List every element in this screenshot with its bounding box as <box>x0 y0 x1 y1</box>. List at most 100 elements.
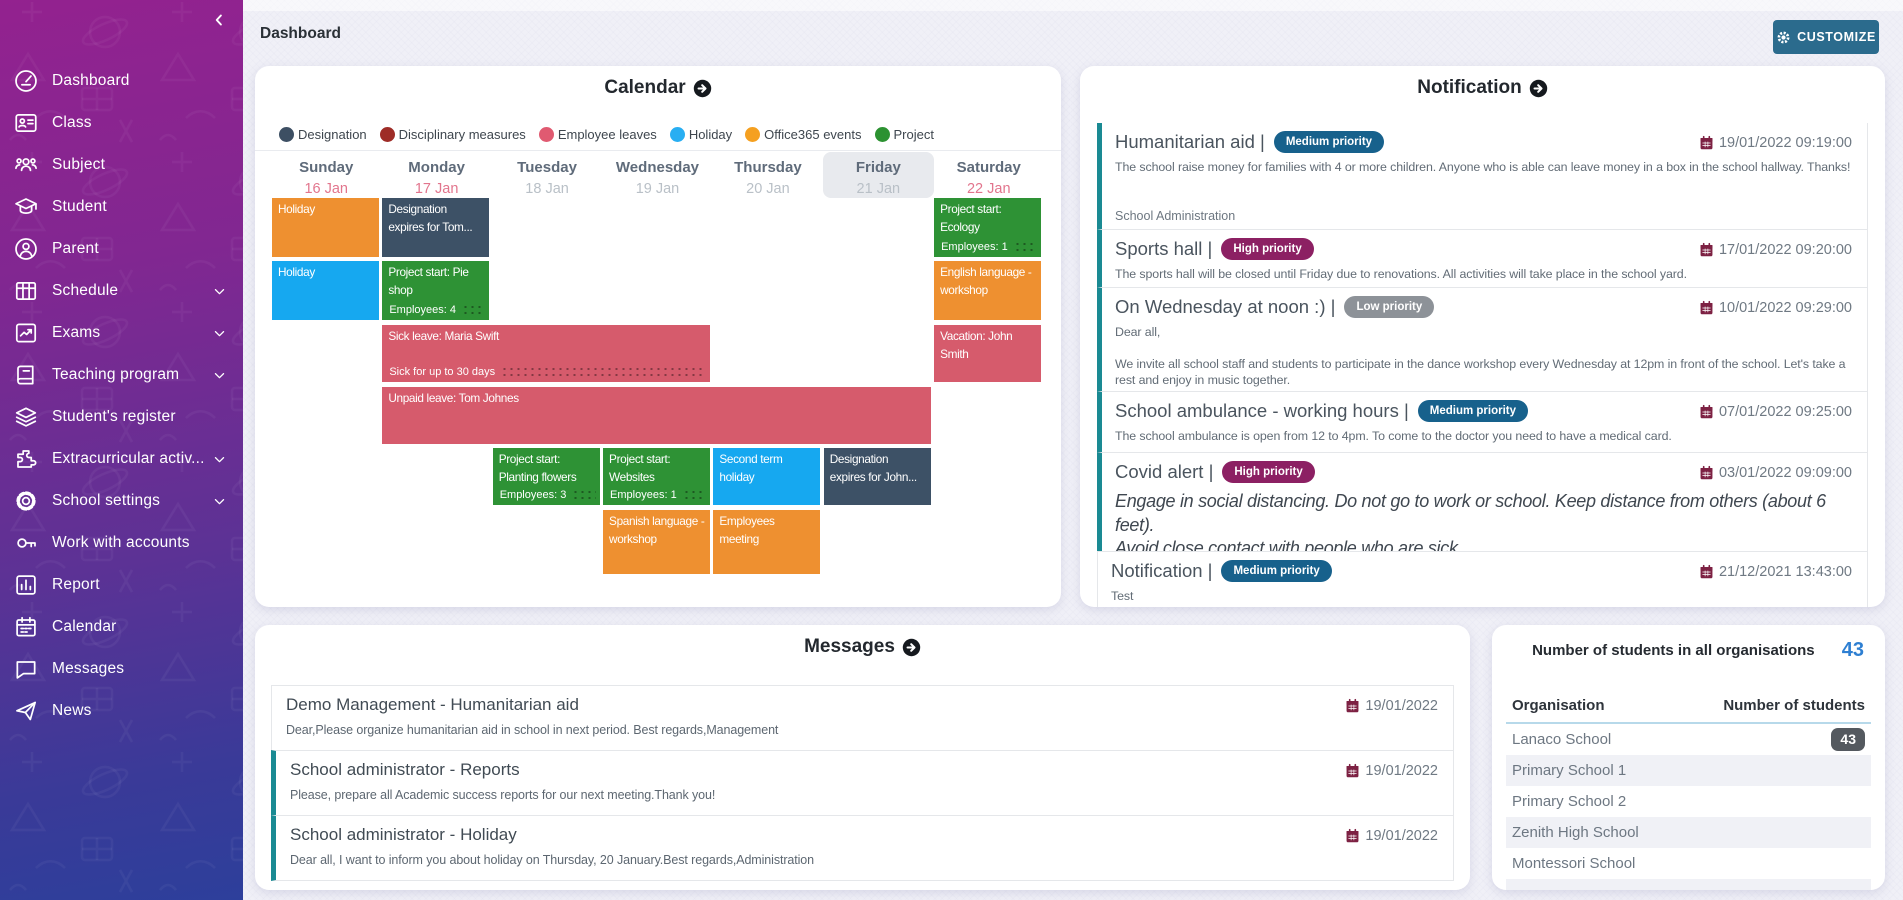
calendar-event[interactable]: Project start: Planting flowers Employees… <box>492 448 600 505</box>
sidebar-collapse-button[interactable] <box>207 8 231 32</box>
sidebar: Dashboard Class Subject Student Parent Schedu… <box>0 0 243 900</box>
calendar-event[interactable]: Spanish language - workshop <box>603 510 710 574</box>
sidebar-item-student-s-register[interactable]: Student's register <box>0 396 243 438</box>
priority-badge: Low priority <box>1344 296 1435 318</box>
event-footer-label: Employees: 3 <box>499 489 567 501</box>
calendar-event[interactable]: Designation expires for John... <box>823 448 931 505</box>
sidebar-item-news[interactable]: News <box>0 690 243 732</box>
gear-icon <box>1777 31 1790 43</box>
sidebar-item-work-with-accounts[interactable]: Work with accounts <box>0 522 243 564</box>
messages-card-title[interactable]: Messages <box>255 625 1470 658</box>
event-dots-texture <box>682 489 706 502</box>
calendar-event[interactable]: Holiday <box>272 198 379 257</box>
message-item[interactable]: School administrator - Holiday Dear all, … <box>271 815 1454 881</box>
notification-item-title: Sports hall | <box>1115 238 1213 259</box>
sidebar-item-parent[interactable]: Parent <box>0 228 243 270</box>
report-icon <box>15 575 36 595</box>
notification-item-title: School ambulance - working hours | <box>1115 400 1409 421</box>
calendar-event[interactable]: Sick leave: Maria Swift Sick for up to 30… <box>382 325 710 382</box>
notification-item[interactable]: On Wednesday at noon :) | Low priority 10/… <box>1097 287 1868 392</box>
legend-item: Designation <box>279 127 367 142</box>
day-header-friday: Friday 21 Jan <box>823 152 934 198</box>
organisation-row[interactable]: Primary School 1 <box>1506 755 1871 786</box>
notification-sender: School Administration <box>1115 209 1236 223</box>
message-item-title: Demo Management - Humanitarian aid <box>286 695 579 714</box>
calendar-event[interactable]: Project start: Websites Employees: 1 <box>603 448 710 505</box>
sidebar-item-teaching-program[interactable]: Teaching program <box>0 354 243 396</box>
sidebar-item-class[interactable]: Class <box>0 102 243 144</box>
legend-item: Holiday <box>669 127 733 142</box>
notification-card-title[interactable]: Notification <box>1080 66 1885 99</box>
priority-badge: Medium priority <box>1273 131 1385 153</box>
calendar-event[interactable]: Project start: Ecology Employees: 1 <box>934 198 1041 257</box>
calendar-card-title[interactable]: Calendar <box>255 66 1061 99</box>
notification-datetime: 19/01/2022 09:19:00 <box>1718 135 1852 151</box>
legend-label: Holiday <box>688 127 733 142</box>
student-count-badge: 43 <box>1831 728 1865 751</box>
day-date: 18 Jan <box>525 181 569 197</box>
notification-item[interactable]: School ambulance - working hours | Medium… <box>1097 391 1868 453</box>
sidebar-menu: Dashboard Class Subject Student Parent Schedu… <box>0 60 243 732</box>
calendar-event[interactable]: Second term holiday <box>713 448 821 505</box>
notification-item[interactable]: Covid alert | High priority 03/01/2022 09:… <box>1097 452 1868 552</box>
sidebar-item-label: Extracurricular activ... <box>52 450 205 467</box>
organisation-row[interactable]: Primary School 2 <box>1506 786 1871 817</box>
notification-title-text: Notification <box>1417 77 1522 98</box>
customize-button[interactable]: CUSTOMIZE <box>1773 20 1879 54</box>
sidebar-item-report[interactable]: Report <box>0 564 243 606</box>
event-title: Project start: Pie shop <box>388 265 469 297</box>
notification-list: Humanitarian aid | Medium priority 19/01/2… <box>1097 123 1868 607</box>
sidebar-item-subject[interactable]: Subject <box>0 144 243 186</box>
organisation-name: Lanaco School <box>1512 731 1612 748</box>
calendar-event[interactable]: Vacation: John Smith <box>934 325 1041 382</box>
day-header-tuesday: Tuesday 18 Jan <box>492 152 602 198</box>
notification-datetime: 07/01/2022 09:25:00 <box>1718 404 1852 420</box>
chevron-down-icon <box>214 330 225 336</box>
calendar-event[interactable]: Employees meeting <box>713 510 821 574</box>
organisation-row[interactable]: Montessori School <box>1506 848 1871 879</box>
message-item[interactable]: Demo Management - Humanitarian aid Dear,P… <box>271 685 1454 751</box>
sidebar-item-label: Messages <box>52 660 125 677</box>
divider <box>255 150 1061 151</box>
sidebar-item-dashboard[interactable]: Dashboard <box>0 60 243 102</box>
event-dots-texture <box>462 304 486 317</box>
organisation-row[interactable]: Zenith High School <box>1506 817 1871 848</box>
organisation-name: Primary School 1 <box>1512 762 1627 779</box>
messages-card: Messages Demo Management - Humanitarian … <box>255 625 1470 890</box>
notification-item[interactable]: Sports hall | High priority 17/01/2022 09:… <box>1097 229 1868 288</box>
sidebar-item-extracurricular-activ[interactable]: Extracurricular activ... <box>0 438 243 480</box>
students-col-organisation: Organisation <box>1512 696 1605 714</box>
page-title: Dashboard <box>260 25 341 42</box>
sidebar-item-label: Work with accounts <box>52 534 190 551</box>
legend-item: Disciplinary measures <box>379 127 526 142</box>
organisation-row[interactable]: Lanaco School 43 <box>1506 724 1871 755</box>
calendar-event[interactable]: Designation expires for Tom... <box>382 198 490 257</box>
sidebar-item-label: Exams <box>52 324 101 341</box>
notification-item[interactable]: Humanitarian aid | Medium priority 19/01/2… <box>1097 123 1868 230</box>
subject-icon <box>14 158 37 172</box>
sidebar-item-school-settings[interactable]: School settings <box>0 480 243 522</box>
sidebar-item-label: Dashboard <box>52 72 130 89</box>
sidebar-item-student[interactable]: Student <box>0 186 243 228</box>
notification-datetime: 10/01/2022 09:29:00 <box>1718 300 1852 316</box>
message-item[interactable]: School administrator - Reports Please, pr… <box>271 750 1454 816</box>
sidebar-item-label: Schedule <box>52 282 119 299</box>
legend-label: Disciplinary measures <box>398 127 526 142</box>
sidebar-item-schedule[interactable]: Schedule <box>0 270 243 312</box>
sidebar-item-label: Subject <box>52 156 106 173</box>
sidebar-item-calendar[interactable]: Calendar <box>0 606 243 648</box>
organisation-name: Montessori School <box>1512 855 1636 872</box>
calendar-day-headers: Sunday 16 Jan Monday 17 Jan Tuesday 18 Jan Wed… <box>271 152 1044 198</box>
message-date: 19/01/2022 <box>1365 763 1438 779</box>
notification-item[interactable]: Notification | Medium priority 21/12/2021 … <box>1097 551 1868 607</box>
sidebar-item-messages[interactable]: Messages <box>0 648 243 690</box>
calendar-event[interactable]: Unpaid leave: Tom Johnes <box>382 387 931 444</box>
calendar-event[interactable]: Project start: Pie shop Employees: 4 <box>382 261 490 320</box>
sidebar-item-exams[interactable]: Exams <box>0 312 243 354</box>
customize-label: CUSTOMIZE <box>1797 30 1876 44</box>
chevron-down-icon <box>214 288 225 294</box>
calendar-event[interactable]: English language - workshop <box>934 261 1041 320</box>
legend-label: Office365 events <box>764 127 862 142</box>
calendar-event[interactable]: Holiday <box>272 261 379 320</box>
notification-item-title: Notification | <box>1111 560 1213 581</box>
